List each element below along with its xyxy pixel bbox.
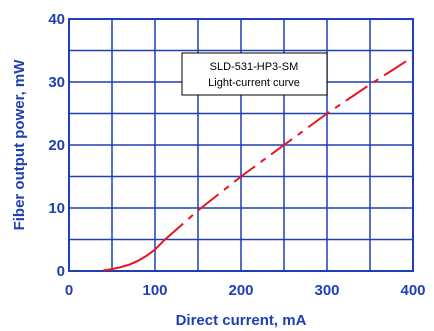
y-tick-label: 30 xyxy=(48,74,65,91)
plot-frame xyxy=(68,18,414,272)
y-tick-label: 0 xyxy=(57,263,65,280)
annotation-line-2: Light-current curve xyxy=(208,77,300,89)
series-line-dashdot xyxy=(162,55,414,242)
y-axis-title: Fiber output power, mW xyxy=(11,59,28,231)
x-tick-label: 300 xyxy=(314,282,339,299)
x-tick-label: 0 xyxy=(65,282,73,299)
y-tick-label: 20 xyxy=(48,137,65,154)
x-tick-label: 100 xyxy=(142,282,167,299)
tick-labels: 0 100 200 300 400 0 10 20 30 40 xyxy=(48,11,425,299)
annotation-line-1: SLD-531-HP3-SM xyxy=(210,61,299,73)
x-axis-title: Direct current, mA xyxy=(176,312,307,329)
x-tick-label: 400 xyxy=(400,282,425,299)
series xyxy=(103,55,414,272)
series-line-solid xyxy=(103,240,165,272)
annotation-box: SLD-531-HP3-SM Light-current curve xyxy=(181,52,328,96)
axes xyxy=(68,18,414,272)
y-tick-label: 10 xyxy=(48,200,65,217)
y-tick-label: 40 xyxy=(48,11,65,28)
x-tick-label: 200 xyxy=(228,282,253,299)
